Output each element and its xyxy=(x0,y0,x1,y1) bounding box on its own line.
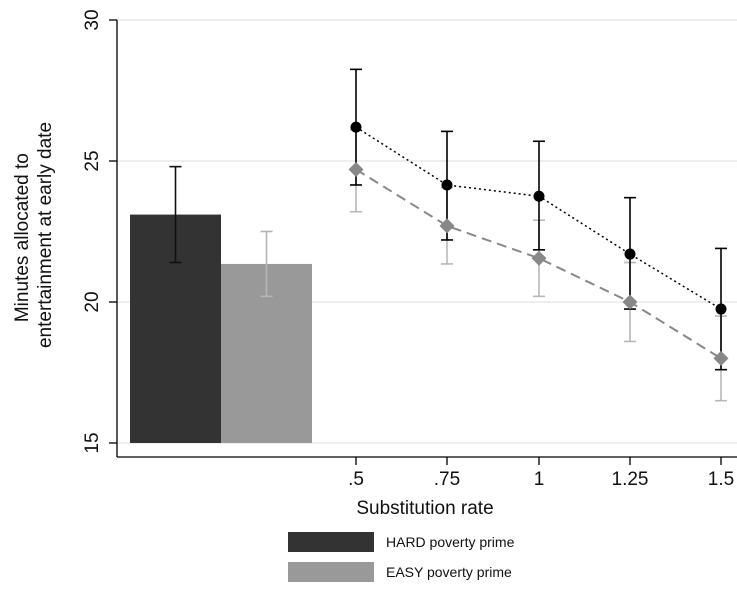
series-1-point-1 xyxy=(439,218,455,234)
series-1-point-3 xyxy=(622,294,638,310)
ticks: 15 20 25 30 .5 .75 1 1.25 1.5 xyxy=(82,9,734,490)
series-0-point-2 xyxy=(533,190,545,202)
y-tick-label-20: 20 xyxy=(82,291,103,312)
x-tick-label-4: 1.5 xyxy=(708,469,734,490)
series-line-1 xyxy=(355,168,722,360)
legend: HARD poverty prime EASY poverty prime xyxy=(288,532,515,582)
y-tick-label-15: 15 xyxy=(82,432,103,453)
series-1-point-0 xyxy=(348,161,364,177)
series-0-point-3 xyxy=(624,248,636,260)
x-tick-label-2: 1 xyxy=(534,469,545,490)
bar-group xyxy=(130,165,312,443)
legend-swatch-1 xyxy=(288,562,374,582)
series-0-point-0 xyxy=(350,121,362,133)
series-1-point-4 xyxy=(713,350,729,366)
y-tick-label-25: 25 xyxy=(82,150,103,171)
line-group xyxy=(348,68,729,402)
x-tick-label-0: .5 xyxy=(348,469,364,490)
series-0-point-1 xyxy=(441,179,453,191)
y-axis-title-line-2: entertainment at early date xyxy=(35,122,56,348)
y-axis-title: Minutes allocated to entertainment at ea… xyxy=(12,122,56,348)
series-1-point-2 xyxy=(531,250,547,266)
y-axis-title-line-1: Minutes allocated to xyxy=(12,153,33,322)
series-0-point-4 xyxy=(715,303,727,315)
axes xyxy=(116,20,737,458)
y-tick-label-30: 30 xyxy=(82,9,103,30)
x-axis-title: Substitution rate xyxy=(356,498,493,519)
legend-label-0: HARD poverty prime xyxy=(386,534,515,550)
x-tick-label-1: .75 xyxy=(434,469,460,490)
legend-swatch-0 xyxy=(288,532,374,552)
legend-label-1: EASY poverty prime xyxy=(386,564,512,580)
x-tick-label-3: 1.25 xyxy=(612,469,649,490)
